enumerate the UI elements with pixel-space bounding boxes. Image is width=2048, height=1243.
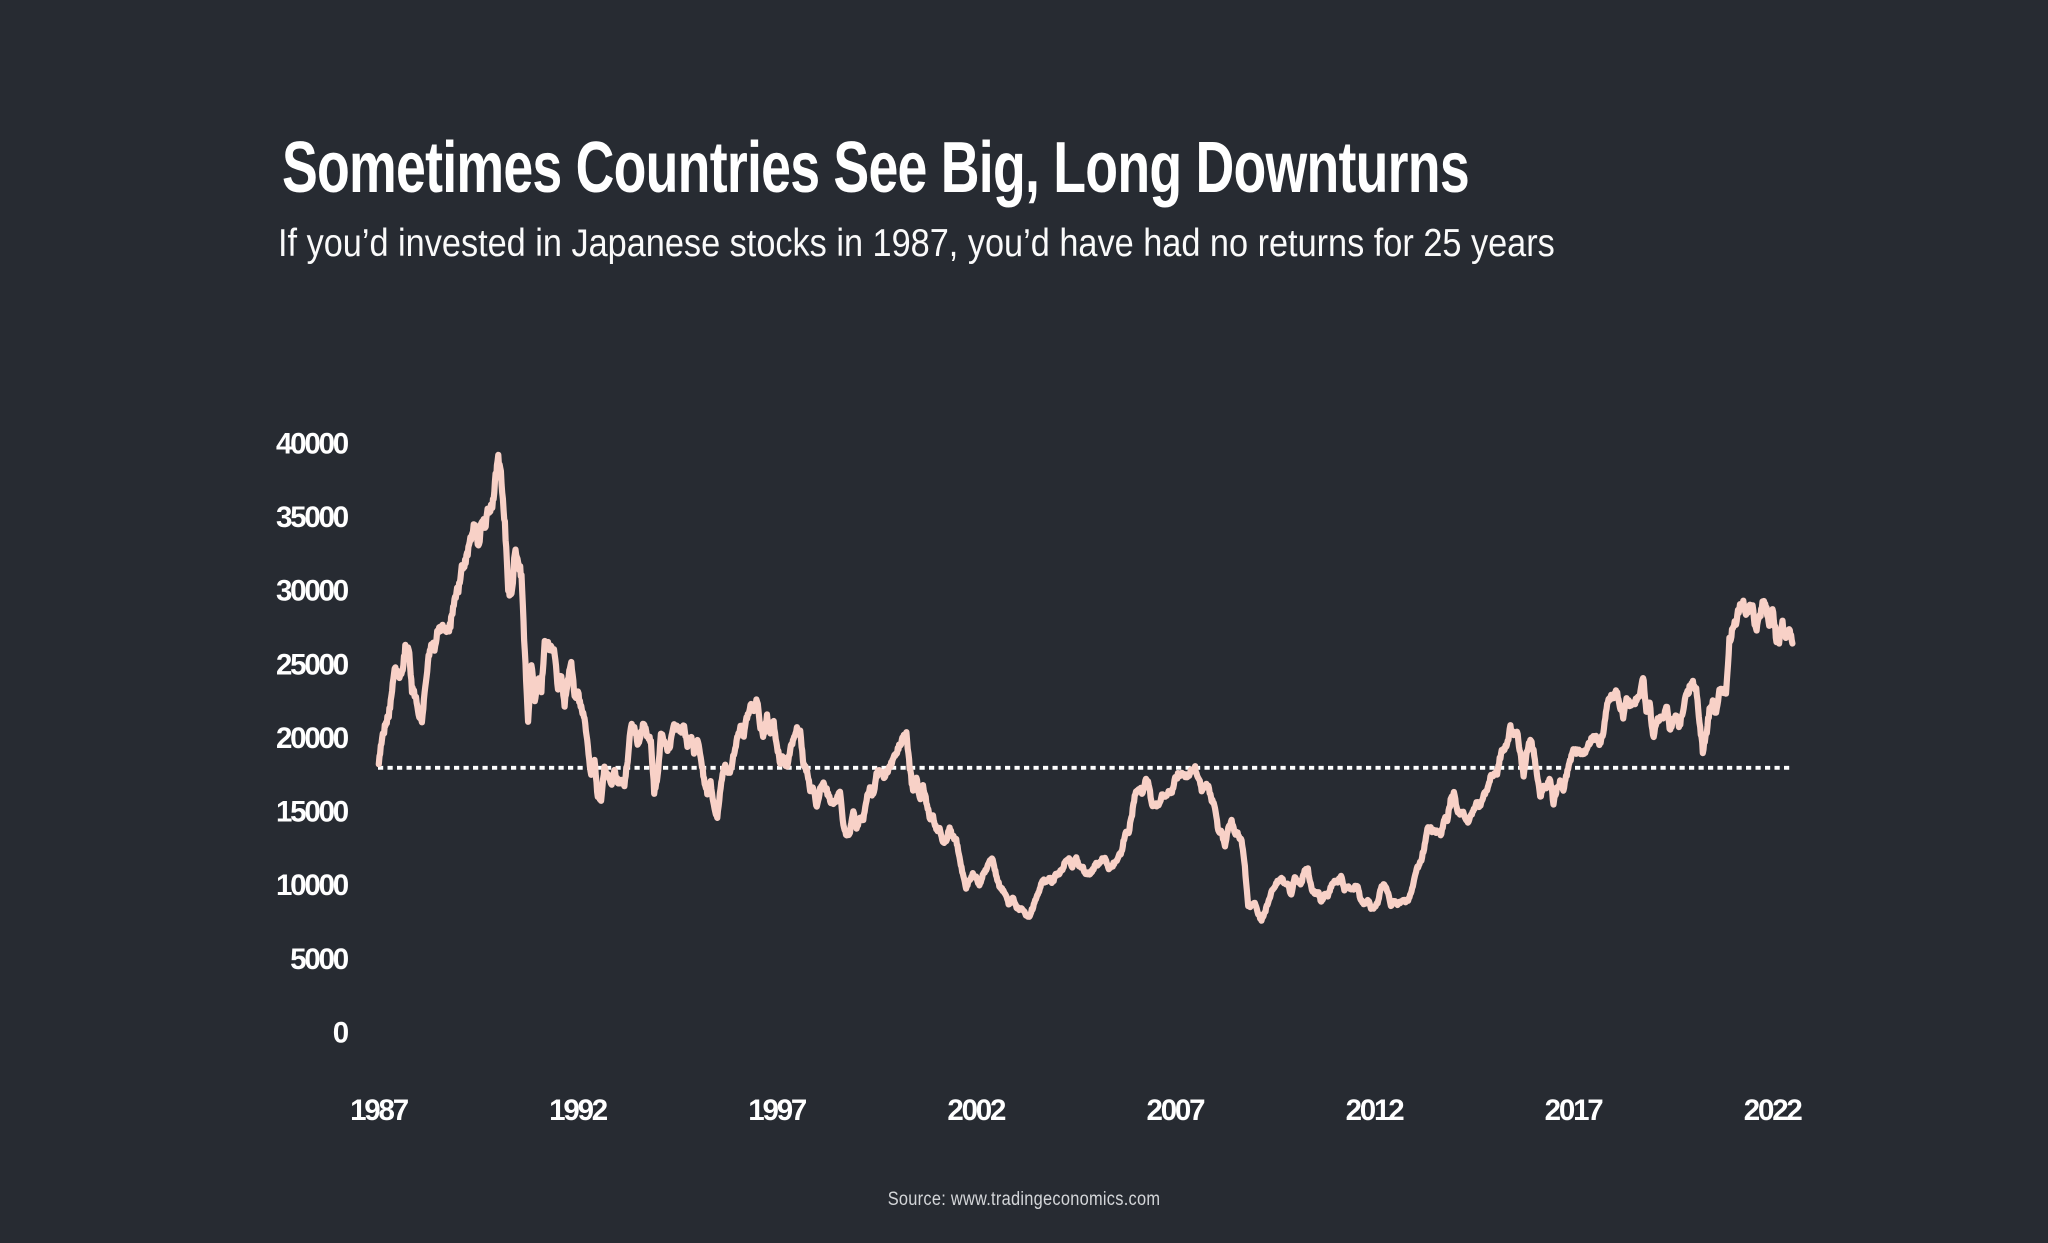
svg-text:15000: 15000 — [276, 796, 349, 829]
svg-text:2017: 2017 — [1545, 1094, 1604, 1127]
svg-text:30000: 30000 — [276, 575, 349, 608]
svg-text:5000: 5000 — [290, 943, 349, 976]
svg-text:10000: 10000 — [276, 869, 349, 902]
svg-text:35000: 35000 — [276, 501, 349, 534]
svg-text:2022: 2022 — [1744, 1094, 1803, 1127]
svg-text:0: 0 — [333, 1016, 349, 1049]
svg-text:1987: 1987 — [350, 1094, 409, 1127]
svg-text:40000: 40000 — [276, 428, 349, 461]
svg-text:2012: 2012 — [1346, 1094, 1405, 1127]
svg-text:20000: 20000 — [276, 722, 349, 755]
svg-text:1997: 1997 — [748, 1094, 807, 1127]
svg-text:1992: 1992 — [549, 1094, 608, 1127]
svg-text:2002: 2002 — [947, 1094, 1006, 1127]
svg-text:25000: 25000 — [276, 648, 349, 681]
svg-text:2007: 2007 — [1146, 1094, 1205, 1127]
